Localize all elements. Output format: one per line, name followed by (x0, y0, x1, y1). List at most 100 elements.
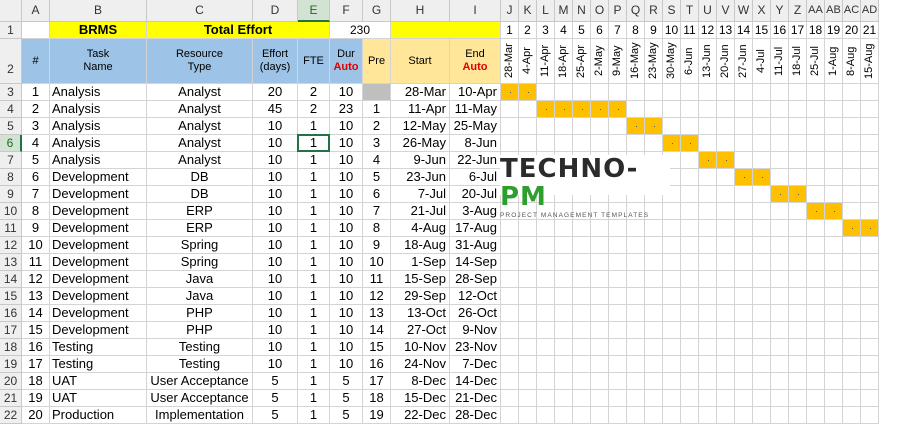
row-header-3[interactable]: 3 (0, 84, 22, 101)
task-num-cell[interactable]: 11 (22, 254, 50, 271)
gantt-cell[interactable] (789, 169, 807, 186)
gantt-bar-segment[interactable] (645, 118, 663, 135)
task-name-cell[interactable]: Development (50, 288, 147, 305)
gantt-cell[interactable] (807, 152, 825, 169)
fte-cell[interactable]: 1 (298, 390, 330, 407)
gantt-cell[interactable] (807, 390, 825, 407)
gantt-cell[interactable] (501, 237, 519, 254)
gantt-cell[interactable] (573, 407, 591, 424)
resource-type-cell[interactable]: Java (147, 271, 253, 288)
gantt-bar-segment[interactable] (555, 101, 573, 118)
fte-cell[interactable]: 1 (298, 169, 330, 186)
gantt-cell[interactable] (771, 322, 789, 339)
effort-cell[interactable]: 10 (253, 237, 298, 254)
gantt-cell[interactable] (555, 288, 573, 305)
gantt-bar-segment[interactable] (861, 220, 879, 237)
task-name-cell[interactable]: UAT (50, 390, 147, 407)
gantt-cell[interactable] (501, 305, 519, 322)
gantt-cell[interactable] (843, 101, 861, 118)
column-header-ab[interactable]: AB (825, 0, 843, 22)
column-header-t[interactable]: T (681, 0, 699, 22)
gantt-cell[interactable] (609, 373, 627, 390)
column-header-f[interactable]: F (330, 0, 363, 22)
gantt-cell[interactable] (501, 101, 519, 118)
gantt-cell[interactable] (825, 356, 843, 373)
effort-cell[interactable]: 5 (253, 407, 298, 424)
row-header-17[interactable]: 17 (0, 322, 22, 339)
gantt-cell[interactable] (627, 322, 645, 339)
fte-cell[interactable]: 2 (298, 101, 330, 118)
column-header-ad[interactable]: AD (861, 0, 879, 22)
start-date-cell[interactable]: 10-Nov (391, 339, 450, 356)
gantt-cell[interactable] (753, 390, 771, 407)
gantt-cell[interactable] (843, 169, 861, 186)
end-date-cell[interactable]: 6-Jul (450, 169, 501, 186)
gantt-cell[interactable] (501, 373, 519, 390)
end-date-cell[interactable]: 26-Oct (450, 305, 501, 322)
fte-cell[interactable]: 1 (298, 237, 330, 254)
gantt-cell[interactable] (663, 220, 681, 237)
gantt-cell[interactable] (555, 254, 573, 271)
gantt-cell[interactable] (861, 271, 879, 288)
gantt-cell[interactable] (681, 356, 699, 373)
gantt-cell[interactable] (663, 407, 681, 424)
gantt-cell[interactable] (771, 101, 789, 118)
column-header-v[interactable]: V (717, 0, 735, 22)
gantt-cell[interactable] (663, 373, 681, 390)
gantt-cell[interactable] (861, 339, 879, 356)
gantt-cell[interactable] (501, 271, 519, 288)
gantt-cell[interactable] (627, 271, 645, 288)
end-date-cell[interactable]: 17-Aug (450, 220, 501, 237)
gantt-cell[interactable] (681, 220, 699, 237)
gantt-cell[interactable] (807, 237, 825, 254)
gantt-cell[interactable] (843, 356, 861, 373)
gantt-cell[interactable] (519, 356, 537, 373)
task-name-cell[interactable]: Testing (50, 356, 147, 373)
gantt-cell[interactable] (717, 101, 735, 118)
gantt-cell[interactable] (825, 169, 843, 186)
gantt-cell[interactable] (735, 186, 753, 203)
effort-cell[interactable]: 10 (253, 288, 298, 305)
gantt-cell[interactable] (591, 135, 609, 152)
gantt-cell[interactable] (519, 271, 537, 288)
gantt-cell[interactable] (645, 203, 663, 220)
gantt-cell[interactable] (789, 237, 807, 254)
gantt-cell[interactable] (753, 152, 771, 169)
task-name-cell[interactable]: Analysis (50, 135, 147, 152)
predecessor-cell[interactable]: 5 (363, 169, 391, 186)
gantt-cell[interactable] (501, 254, 519, 271)
gantt-cell[interactable] (501, 356, 519, 373)
gantt-cell[interactable] (807, 373, 825, 390)
gantt-cell[interactable] (663, 271, 681, 288)
gantt-cell[interactable] (771, 237, 789, 254)
gantt-cell[interactable] (699, 220, 717, 237)
resource-type-cell[interactable]: Testing (147, 356, 253, 373)
task-name-cell[interactable]: UAT (50, 373, 147, 390)
fte-cell[interactable]: 1 (298, 186, 330, 203)
gantt-cell[interactable] (645, 407, 663, 424)
gantt-cell[interactable] (735, 373, 753, 390)
gantt-cell[interactable] (555, 84, 573, 101)
gantt-cell[interactable] (843, 135, 861, 152)
column-header-r[interactable]: R (645, 0, 663, 22)
task-num-cell[interactable]: 6 (22, 169, 50, 186)
gantt-cell[interactable] (807, 169, 825, 186)
row-header-11[interactable]: 11 (0, 220, 22, 237)
start-date-cell[interactable]: 24-Nov (391, 356, 450, 373)
gantt-cell[interactable] (537, 305, 555, 322)
start-date-cell[interactable]: 22-Dec (391, 407, 450, 424)
column-header-b[interactable]: B (50, 0, 147, 22)
gantt-cell[interactable] (735, 288, 753, 305)
end-date-cell[interactable]: 14-Sep (450, 254, 501, 271)
gantt-cell[interactable] (573, 271, 591, 288)
task-name-cell[interactable]: Analysis (50, 101, 147, 118)
gantt-cell[interactable] (717, 135, 735, 152)
gantt-cell[interactable] (573, 220, 591, 237)
fte-cell[interactable]: 1 (298, 152, 330, 169)
total-effort-value[interactable]: 230 (330, 22, 391, 39)
gantt-cell[interactable] (537, 322, 555, 339)
gantt-bar-segment[interactable] (627, 118, 645, 135)
gantt-cell[interactable] (861, 305, 879, 322)
gantt-cell[interactable] (537, 373, 555, 390)
task-name-cell[interactable]: Production (50, 407, 147, 424)
